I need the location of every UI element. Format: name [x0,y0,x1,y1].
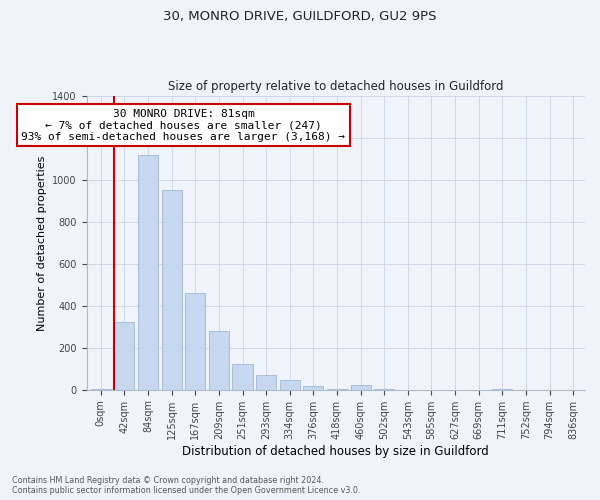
X-axis label: Distribution of detached houses by size in Guildford: Distribution of detached houses by size … [182,444,489,458]
Text: 30, MONRO DRIVE, GUILDFORD, GU2 9PS: 30, MONRO DRIVE, GUILDFORD, GU2 9PS [163,10,437,23]
Text: 30 MONRO DRIVE: 81sqm
← 7% of detached houses are smaller (247)
93% of semi-deta: 30 MONRO DRIVE: 81sqm ← 7% of detached h… [22,108,346,142]
Bar [91,388,111,390]
Bar [138,155,158,390]
Bar [327,388,347,390]
Bar [209,331,229,390]
Bar [115,322,134,390]
Bar [232,364,253,390]
Bar [304,386,323,390]
Bar [256,375,276,390]
Bar [161,190,182,390]
Y-axis label: Number of detached properties: Number of detached properties [37,155,47,330]
Bar [185,293,205,390]
Text: Contains HM Land Registry data © Crown copyright and database right 2024.
Contai: Contains HM Land Registry data © Crown c… [12,476,361,495]
Bar [350,385,371,390]
Bar [280,380,300,390]
Title: Size of property relative to detached houses in Guildford: Size of property relative to detached ho… [168,80,503,94]
